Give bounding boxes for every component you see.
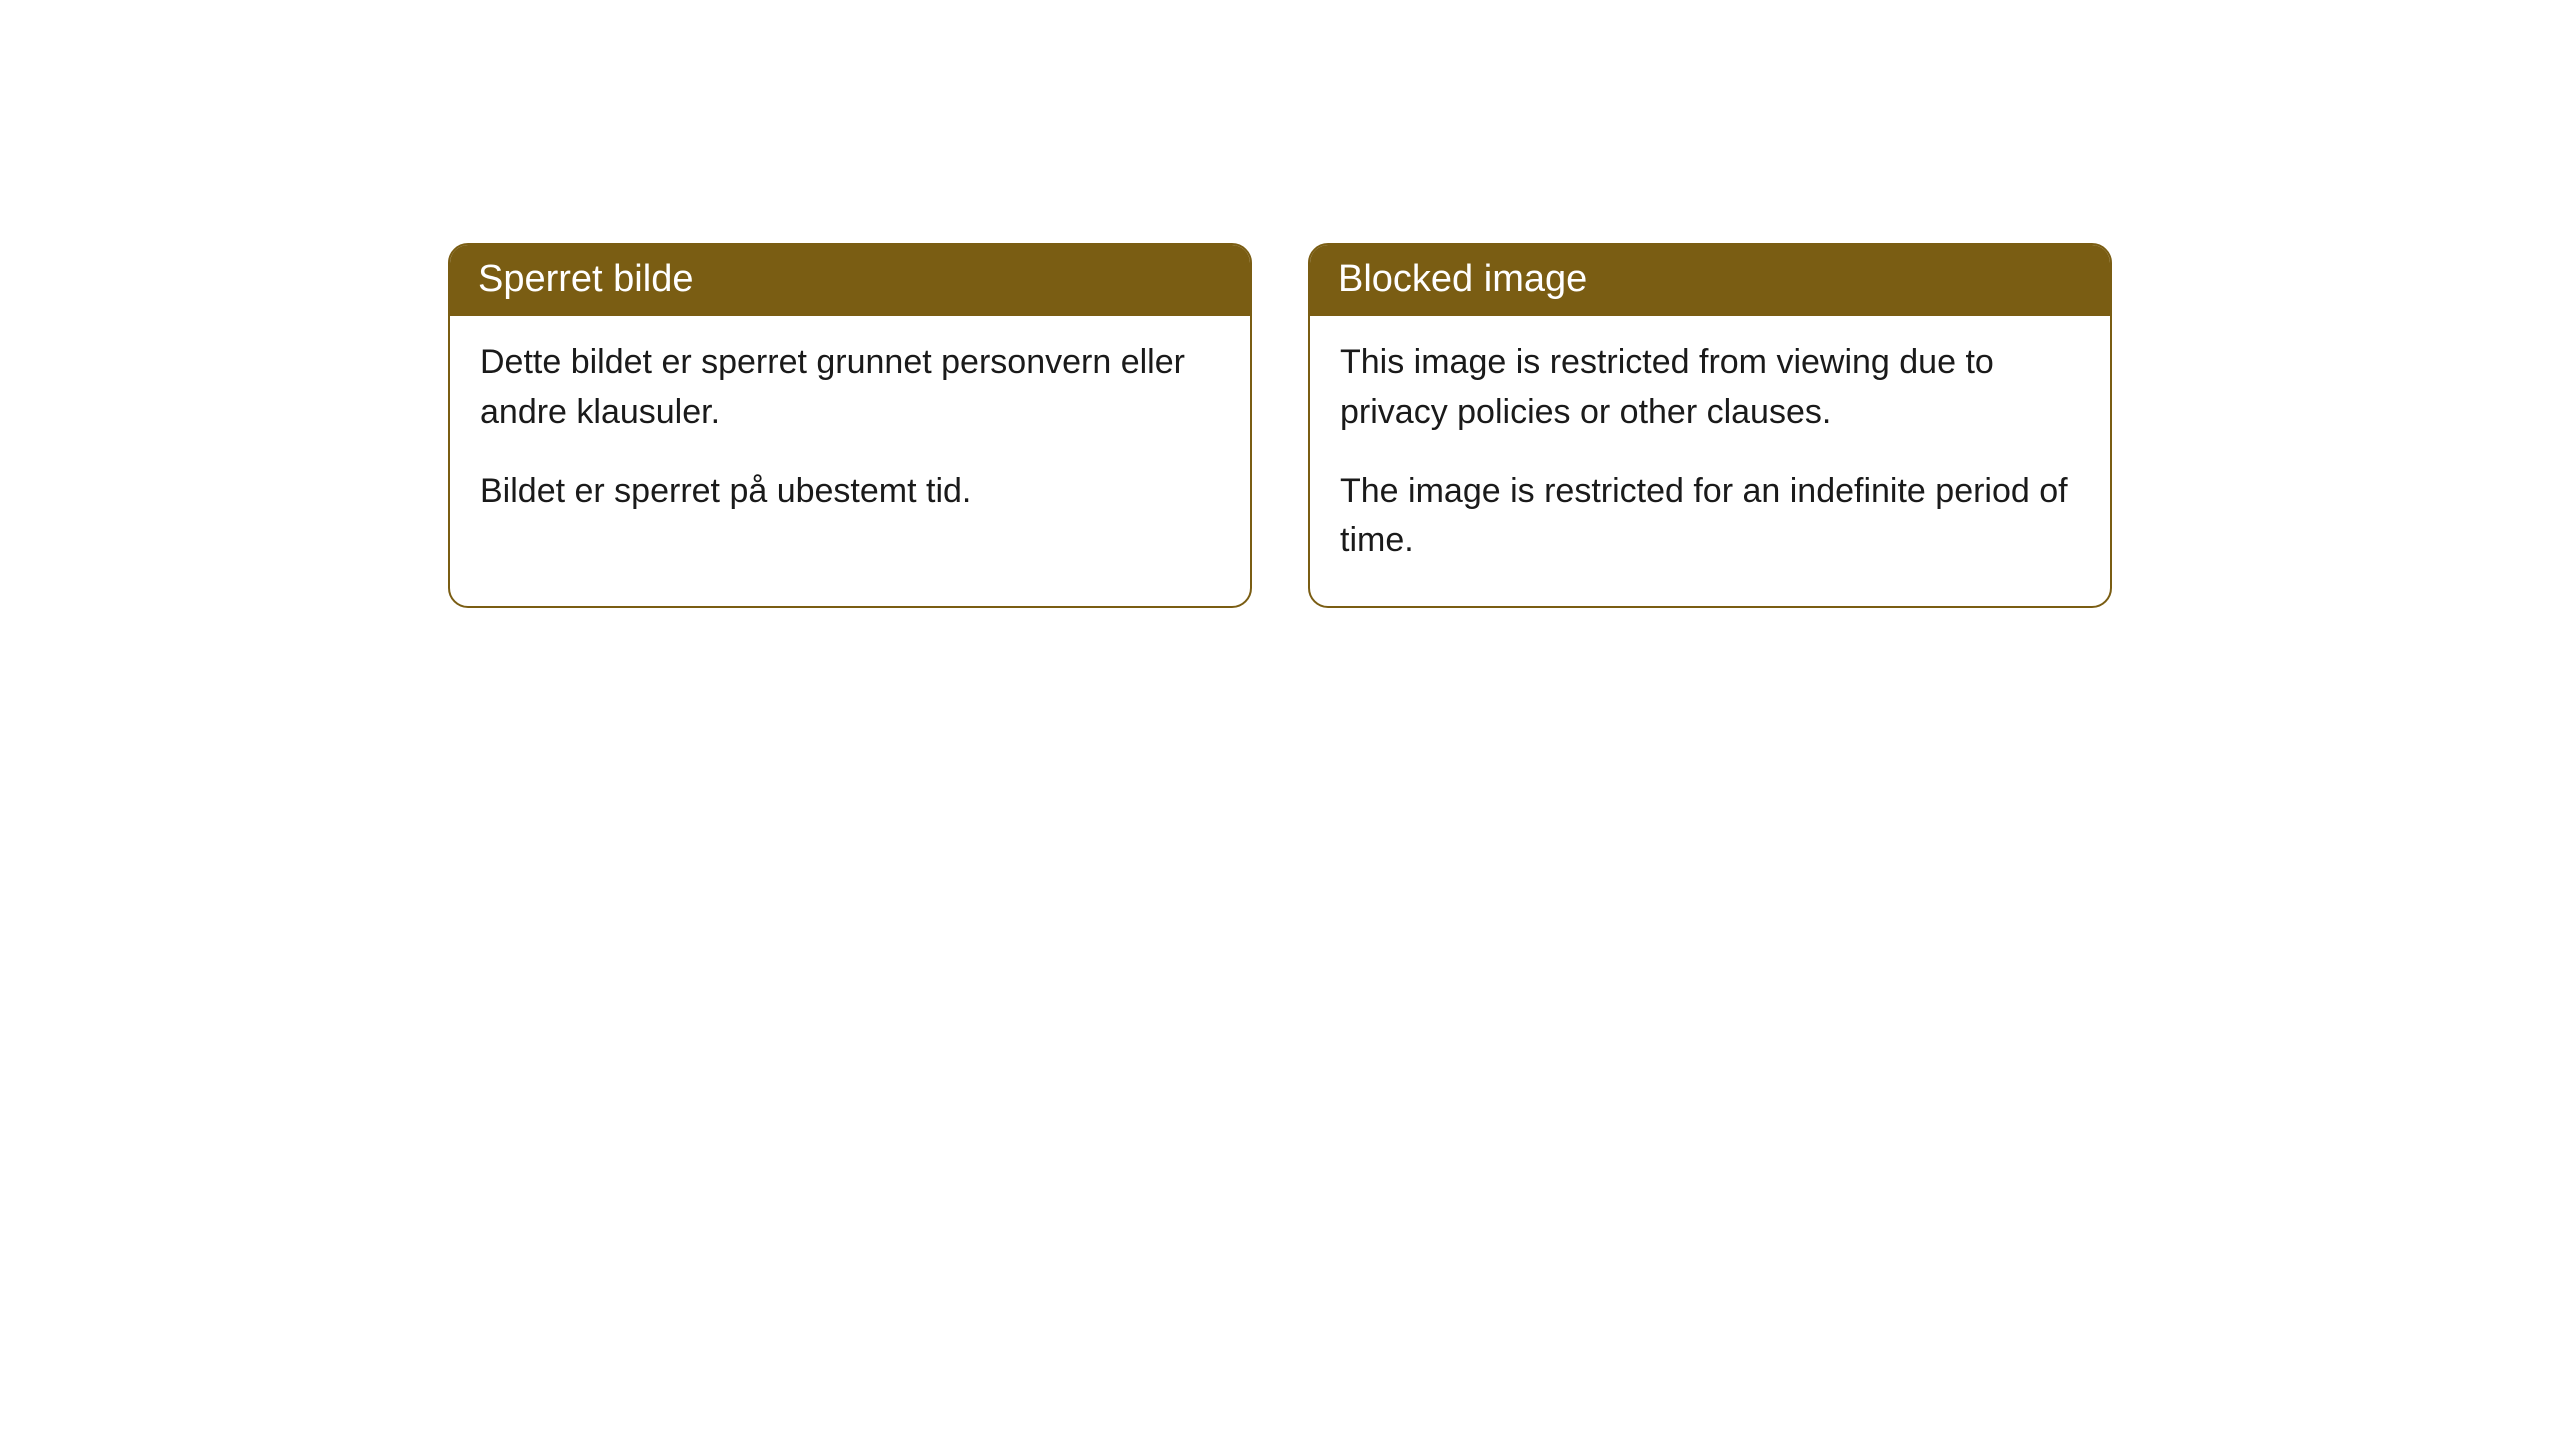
notice-paragraph-no-1: Dette bildet er sperret grunnet personve…	[480, 338, 1220, 437]
notice-title-no: Sperret bilde	[450, 245, 1250, 316]
notice-paragraph-no-2: Bildet er sperret på ubestemt tid.	[480, 467, 1220, 516]
notice-body-no: Dette bildet er sperret grunnet personve…	[450, 316, 1250, 556]
notice-body-en: This image is restricted from viewing du…	[1310, 316, 2110, 605]
notice-paragraph-en-2: The image is restricted for an indefinit…	[1340, 467, 2080, 566]
blocked-image-notices: Sperret bilde Dette bildet er sperret gr…	[448, 243, 2112, 608]
notice-card-en: Blocked image This image is restricted f…	[1308, 243, 2112, 608]
notice-title-en: Blocked image	[1310, 245, 2110, 316]
notice-paragraph-en-1: This image is restricted from viewing du…	[1340, 338, 2080, 437]
notice-card-no: Sperret bilde Dette bildet er sperret gr…	[448, 243, 1252, 608]
